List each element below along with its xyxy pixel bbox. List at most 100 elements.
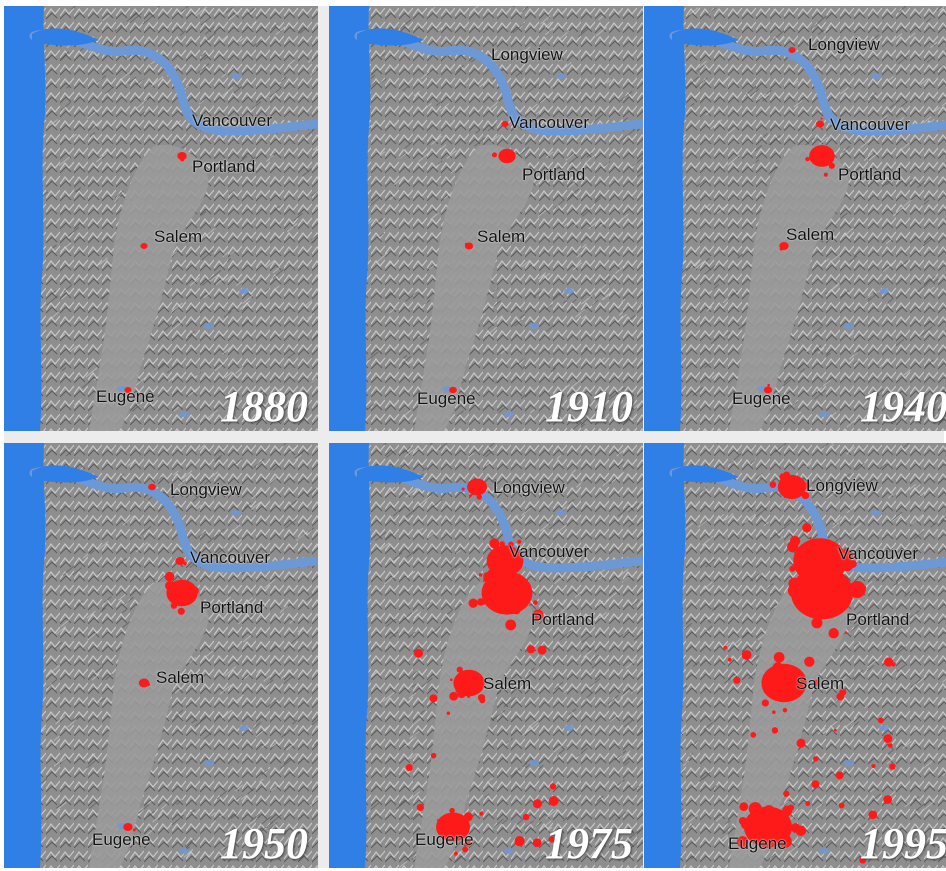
- urban-patch: [430, 752, 437, 759]
- urban-patch: [464, 840, 471, 847]
- pacific-ocean: [4, 6, 46, 431]
- urban-patch: [517, 539, 522, 544]
- city-label-longview: Longview: [808, 35, 880, 54]
- city-label-portland: Portland: [531, 610, 595, 629]
- terrain-map: [4, 6, 318, 431]
- urban-patch: [848, 560, 857, 568]
- lake: [871, 73, 881, 79]
- urban-patch: [871, 763, 876, 769]
- urban-patch: [508, 551, 522, 564]
- city-label-eugene: Eugene: [415, 830, 474, 849]
- urban-patch: [790, 823, 801, 833]
- lake: [231, 73, 241, 79]
- city-label-eugene: Eugene: [92, 830, 151, 849]
- urban-patch: [761, 838, 772, 849]
- urban-patch: [537, 645, 547, 655]
- map-panel: Longview Vancouver Portland Salem Eugene 1995: [644, 443, 946, 868]
- lake: [564, 725, 574, 731]
- urban-patch: [446, 711, 451, 716]
- lake: [204, 323, 214, 329]
- year-label: 1910: [545, 382, 633, 431]
- urban-patch: [508, 541, 514, 548]
- urban-patch: [812, 679, 820, 687]
- urban-patch: [889, 763, 896, 770]
- urban-patch: [491, 152, 498, 158]
- urban-patch: [533, 600, 538, 605]
- urban-patch: [802, 523, 812, 533]
- urban-patch: [788, 804, 795, 811]
- urban-patch: [789, 565, 796, 572]
- urban-patch: [796, 738, 806, 748]
- urban-patch: [132, 828, 136, 832]
- urban-patch: [773, 651, 785, 663]
- urban-patch: [785, 493, 790, 498]
- urban-patch: [761, 699, 769, 707]
- lake: [844, 760, 854, 766]
- urban-patch: [451, 813, 458, 820]
- urban-patch: [463, 812, 473, 822]
- city-label-portland: Portland: [192, 157, 256, 176]
- urban-patch: [828, 628, 839, 639]
- urban-patch: [805, 800, 811, 807]
- urban-patch: [778, 834, 792, 848]
- urban-patch: [499, 541, 505, 547]
- urban-patch: [765, 682, 770, 687]
- urban-patch: [819, 545, 824, 550]
- urban-patch: [763, 686, 771, 695]
- urban-patch: [772, 662, 784, 673]
- urban-patch: [767, 383, 771, 387]
- columbia-estuary: [672, 28, 739, 46]
- urban-area-longview: [777, 474, 807, 500]
- urban-patch: [165, 580, 175, 591]
- lake: [239, 725, 249, 731]
- lake: [819, 411, 829, 417]
- lake: [179, 848, 189, 854]
- lake: [556, 73, 566, 79]
- urban-patch: [526, 645, 536, 654]
- city-label-portland: Portland: [846, 610, 910, 629]
- urban-patch: [185, 583, 196, 594]
- city-label-vancouver: Vancouver: [838, 544, 919, 563]
- urban-patch: [883, 734, 893, 744]
- year-label: 1995: [860, 819, 946, 868]
- urban-patch: [733, 676, 741, 684]
- urban-patch: [468, 598, 478, 608]
- map-panel: Longview Vancouver Portland Salem Eugene 1975: [329, 443, 643, 868]
- urban-patch: [489, 538, 500, 549]
- urban-patch: [809, 537, 812, 540]
- urban-patch: [793, 562, 800, 569]
- urban-patch: [883, 795, 893, 804]
- lake: [564, 288, 574, 294]
- urban-patch: [457, 814, 466, 823]
- willamette-valley: [414, 582, 534, 868]
- lake: [844, 323, 854, 329]
- urban-patch: [456, 666, 463, 673]
- urban-areas: [763, 46, 835, 394]
- map-panel: Vancouver Portland Salem Eugene 1880: [4, 6, 318, 431]
- city-label-vancouver: Vancouver: [509, 542, 590, 561]
- map-panel: Longview Vancouver Portland Salem Eugene 1940: [644, 6, 946, 431]
- columbia-estuary: [672, 465, 739, 483]
- urban-areas: [405, 478, 559, 856]
- urban-area-longview: [148, 483, 156, 491]
- urban-patch: [811, 617, 823, 629]
- city-label-vancouver: Vancouver: [190, 548, 271, 567]
- urban-patch: [727, 657, 732, 662]
- urban-patch: [739, 802, 749, 812]
- urban-patch: [477, 694, 486, 702]
- city-label-eugene: Eugene: [417, 389, 476, 408]
- lake: [504, 411, 514, 417]
- relief-shading: [4, 443, 318, 867]
- urban-patch: [532, 609, 544, 621]
- terrain-map: [329, 6, 643, 431]
- urban-patch: [532, 838, 542, 848]
- city-label-salem: Salem: [156, 668, 205, 687]
- urban-patch: [828, 162, 835, 169]
- urban-patch: [441, 828, 451, 839]
- willamette-valley: [729, 145, 849, 431]
- urban-areas: [124, 152, 187, 394]
- urban-area-portland: [177, 152, 187, 160]
- urban-patch: [509, 151, 516, 158]
- urban-patch: [803, 481, 811, 489]
- lake: [529, 323, 539, 329]
